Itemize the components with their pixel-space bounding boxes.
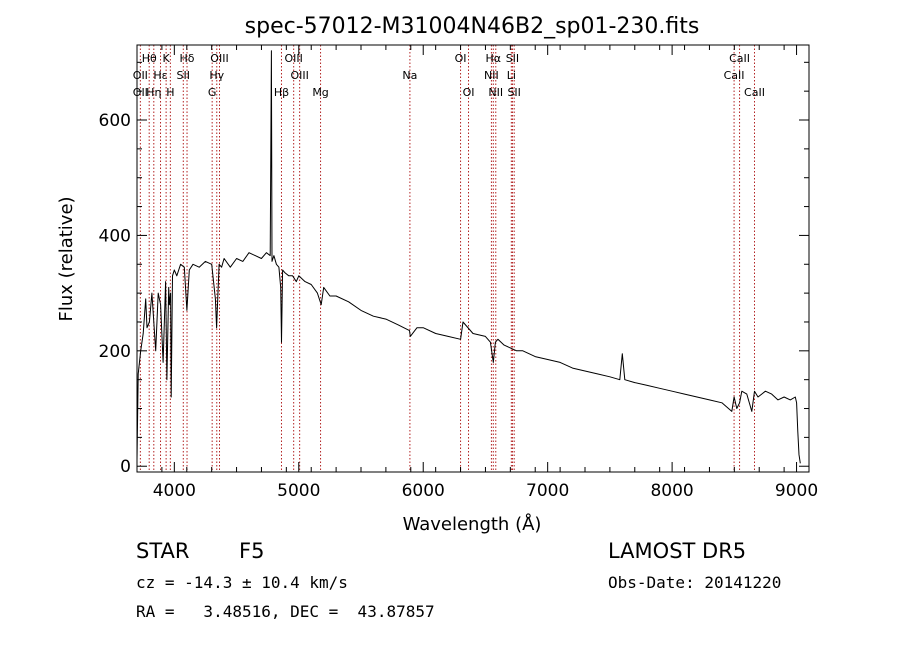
- spectral-line-labels: HθOIIOIIHηHεKHHδSIIGOIIIHγHβOIIIOIIIMgNa…: [133, 52, 765, 99]
- x-tick-label: 5000: [277, 481, 320, 501]
- axis-ticks: 4000 5000 6000 7000 8000 9000 0 200 400 600: [99, 45, 818, 501]
- y-tick-label: 200: [99, 342, 131, 362]
- line-label-20: NII: [484, 69, 499, 82]
- line-label-21: NII: [488, 86, 503, 99]
- y-tick-label: 600: [99, 111, 131, 131]
- object-class: STAR: [136, 539, 190, 563]
- line-label-26: CaII: [724, 69, 745, 82]
- line-label-5: K: [163, 52, 171, 65]
- x-axis-label: Wavelength (Å): [403, 513, 542, 535]
- observation-date: Obs-Date: 20141220: [608, 573, 782, 592]
- line-label-25: CaII: [729, 52, 750, 65]
- ra-dec-coordinates: RA = 3.48516, DEC = 43.87857: [136, 602, 435, 621]
- line-label-1: OII: [133, 69, 148, 82]
- line-label-3: Hη: [146, 86, 161, 99]
- line-label-4: Hε: [153, 69, 167, 82]
- line-label-27: CaII: [744, 86, 765, 99]
- object-subclass: F5: [239, 539, 265, 563]
- survey-name: LAMOST DR5: [608, 539, 747, 563]
- plot-frame: [136, 44, 810, 473]
- x-tick-label: 7000: [526, 481, 569, 501]
- y-tick-label: 0: [120, 457, 131, 477]
- line-label-0: Hθ: [142, 52, 157, 65]
- x-tick-label: 8000: [650, 481, 693, 501]
- y-axis-label: Flux (relative): [56, 196, 77, 321]
- line-label-22: SII: [506, 52, 519, 65]
- line-label-24: SII: [507, 86, 520, 99]
- plot-border: [136, 44, 810, 473]
- line-label-12: Hβ: [274, 86, 289, 99]
- x-tick-label: 4000: [153, 481, 196, 501]
- x-tick-label: 6000: [402, 481, 445, 501]
- line-label-10: OIII: [210, 52, 228, 65]
- spectral-line-markers: [139, 45, 755, 472]
- line-label-11: Hγ: [209, 69, 224, 82]
- spectrum-line-0: [136, 50, 801, 464]
- y-tick-label: 400: [99, 226, 131, 246]
- line-label-8: SII: [177, 69, 190, 82]
- line-label-23: Li: [507, 69, 516, 82]
- line-label-16: Na: [402, 69, 417, 82]
- line-label-19: Hα: [486, 52, 502, 65]
- line-label-18: OI: [463, 86, 475, 99]
- chart-title: spec-57012-M31004N46B2_sp01-230.fits: [245, 14, 700, 39]
- redshift-cz: cz = -14.3 ± 10.4 km/s: [136, 573, 348, 592]
- line-label-13: OIII: [284, 52, 302, 65]
- line-label-9: G: [208, 86, 217, 99]
- spectrum-series: [136, 50, 801, 464]
- line-label-17: OI: [455, 52, 467, 65]
- x-tick-label: 9000: [775, 481, 818, 501]
- line-label-15: Mg: [312, 86, 328, 99]
- line-label-14: OIII: [290, 69, 308, 82]
- line-label-6: H: [166, 86, 174, 99]
- line-label-7: Hδ: [180, 52, 195, 65]
